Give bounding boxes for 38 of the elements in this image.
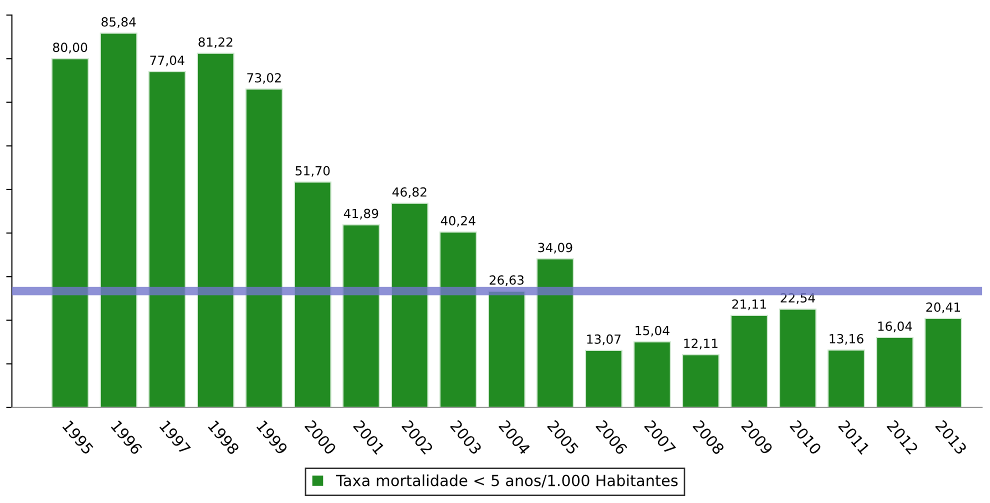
- data-label: 22,54: [780, 293, 815, 304]
- data-label: 77,04: [150, 56, 184, 66]
- data-label: 73,02: [247, 73, 281, 84]
- data-label: 85,84: [102, 17, 136, 28]
- data-label: 20,41: [926, 302, 960, 314]
- bar: [876, 336, 914, 408]
- bar: [682, 354, 720, 408]
- bar: [342, 224, 380, 408]
- bar: [828, 350, 865, 408]
- bar: [390, 202, 428, 408]
- data-label: 40,24: [440, 216, 476, 227]
- bar: [633, 341, 671, 408]
- data-label: 26,63: [490, 275, 524, 286]
- bar: [924, 318, 962, 408]
- bar: [584, 350, 622, 408]
- data-label: 51,70: [296, 166, 330, 177]
- data-label: 81,22: [198, 37, 232, 48]
- data-label: 21,11: [732, 299, 766, 310]
- data-label: 46,82: [392, 187, 426, 198]
- bar: [51, 58, 89, 408]
- data-label: 13,16: [830, 334, 864, 345]
- data-label: 12,11: [684, 338, 718, 350]
- data-label: 13,07: [587, 334, 621, 346]
- bar: [730, 314, 768, 408]
- data-label: 34,09: [538, 242, 572, 254]
- bar: [196, 52, 234, 408]
- bar: [778, 308, 816, 408]
- data-label: 15,04: [636, 326, 670, 337]
- legend-label: Taxa mortalidade < 5 anos/1.000 Habitantes: [336, 474, 678, 488]
- bar: [294, 181, 332, 408]
- bar: [439, 231, 477, 408]
- bar: [148, 71, 186, 408]
- bar: [245, 88, 283, 408]
- data-label: 16,04: [878, 321, 912, 332]
- data-label: 80,00: [53, 42, 88, 54]
- data-label: 41,89: [344, 208, 378, 220]
- bar: [100, 32, 138, 408]
- bar: [536, 258, 574, 408]
